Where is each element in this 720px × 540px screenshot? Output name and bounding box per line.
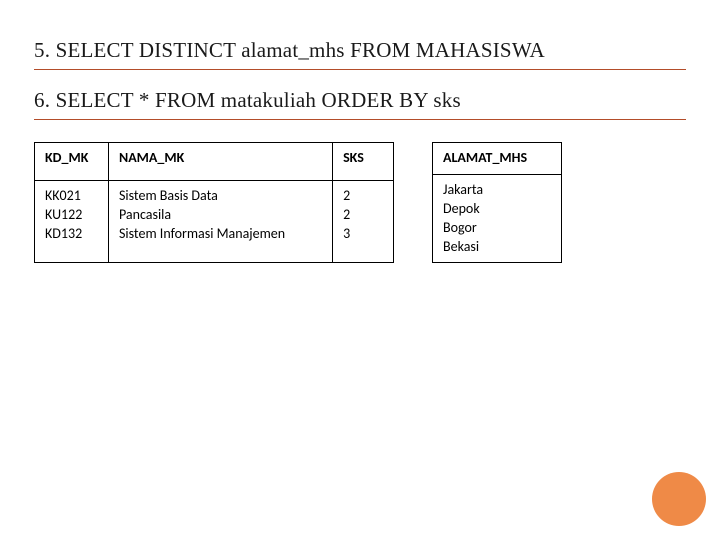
cell-line: Sistem Basis Data <box>119 187 322 206</box>
col-header-sks: SKS <box>333 143 394 181</box>
table-row: Jakarta Depok Bogor Bekasi <box>433 174 562 263</box>
cell-line: Jakarta <box>443 181 551 200</box>
col-header-alamat: ALAMAT_MHS <box>433 143 562 175</box>
cell-alamat: Jakarta Depok Bogor Bekasi <box>433 174 562 263</box>
cell-line: Depok <box>443 200 551 219</box>
matakuliah-table: KD_MK NAMA_MK SKS KK021 KU122 KD132 Sist… <box>34 142 394 263</box>
cell-nama: Sistem Basis Data Pancasila Sistem Infor… <box>108 180 332 263</box>
table-row: KK021 KU122 KD132 Sistem Basis Data Panc… <box>35 180 394 263</box>
cell-line: KD132 <box>45 225 98 244</box>
table-header-row: ALAMAT_MHS <box>433 143 562 175</box>
cell-line: 2 <box>343 187 383 206</box>
decorative-circle <box>652 472 706 526</box>
cell-line: KU122 <box>45 206 98 225</box>
alamat-table: ALAMAT_MHS Jakarta Depok Bogor Bekasi <box>432 142 562 263</box>
cell-line: 2 <box>343 206 383 225</box>
cell-line: Pancasila <box>119 206 322 225</box>
sql-statement-6: 6. SELECT * FROM matakuliah ORDER BY sks <box>34 88 686 120</box>
cell-line: Sistem Informasi Manajemen <box>119 225 322 244</box>
tables-container: KD_MK NAMA_MK SKS KK021 KU122 KD132 Sist… <box>34 142 686 263</box>
cell-line: KK021 <box>45 187 98 206</box>
cell-line: 3 <box>343 225 383 244</box>
sql-statement-5: 5. SELECT DISTINCT alamat_mhs FROM MAHAS… <box>34 38 686 70</box>
cell-sks: 2 2 3 <box>333 180 394 263</box>
table-header-row: KD_MK NAMA_MK SKS <box>35 143 394 181</box>
col-header-kd: KD_MK <box>35 143 109 181</box>
cell-line: Bekasi <box>443 238 551 257</box>
cell-line: Bogor <box>443 219 551 238</box>
cell-kd: KK021 KU122 KD132 <box>35 180 109 263</box>
col-header-nama: NAMA_MK <box>108 143 332 181</box>
